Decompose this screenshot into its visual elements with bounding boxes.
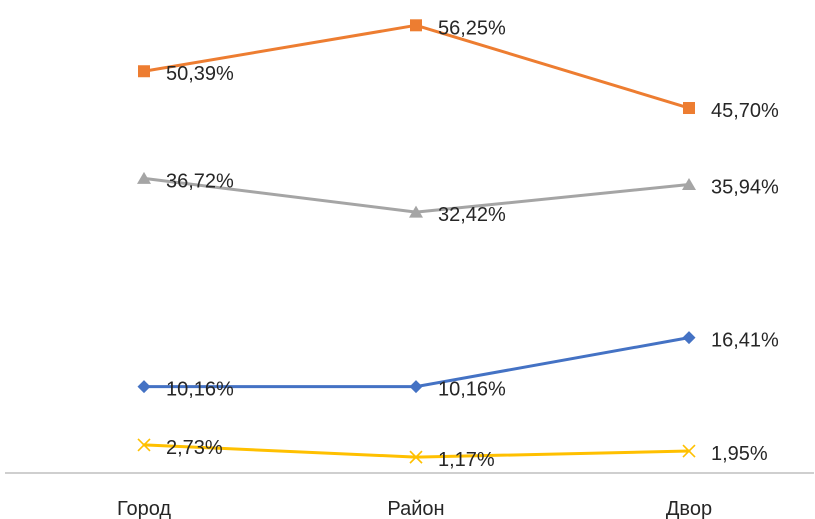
series-2-data-label-2: 32,42% [438, 204, 506, 226]
series-2-point-3 [682, 178, 696, 191]
series-1-point-3 [683, 102, 695, 115]
series-3-data-label-3: 16,41% [711, 330, 779, 352]
series-3-data-label-2: 10,16% [438, 379, 506, 401]
series-4-data-label-1: 2,73% [166, 437, 223, 459]
series-1-data-label-3: 45,70% [711, 100, 779, 122]
series-4-line [142, 443, 691, 459]
series-3-point-3 [682, 331, 696, 345]
series-3-point-2 [409, 380, 423, 394]
series-1-point-1 [138, 65, 150, 78]
series-3-data-label-1: 10,16% [166, 379, 234, 401]
series-2-data-label-3: 35,94% [711, 177, 779, 199]
series-2-data-label-1: 36,72% [166, 170, 234, 192]
series-3-point-1 [137, 380, 151, 394]
series-2-point-1 [137, 171, 151, 184]
series-2-point-2 [409, 205, 423, 218]
series-4-data-label-2: 1,17% [438, 449, 495, 471]
series-4-point-2 [409, 450, 423, 464]
series-1-point-2 [410, 19, 422, 32]
series-4-point-3 [682, 444, 696, 458]
x-tick-label-1: Город [117, 498, 171, 519]
x-tick-label-2: Район [387, 498, 444, 519]
series-4-point-1 [137, 438, 151, 452]
x-tick-label-3: Двор [666, 498, 712, 519]
series-1-data-label-1: 50,39% [166, 63, 234, 85]
series-1-data-label-2: 56,25% [438, 17, 506, 39]
series-4-data-label-3: 1,95% [711, 443, 768, 465]
